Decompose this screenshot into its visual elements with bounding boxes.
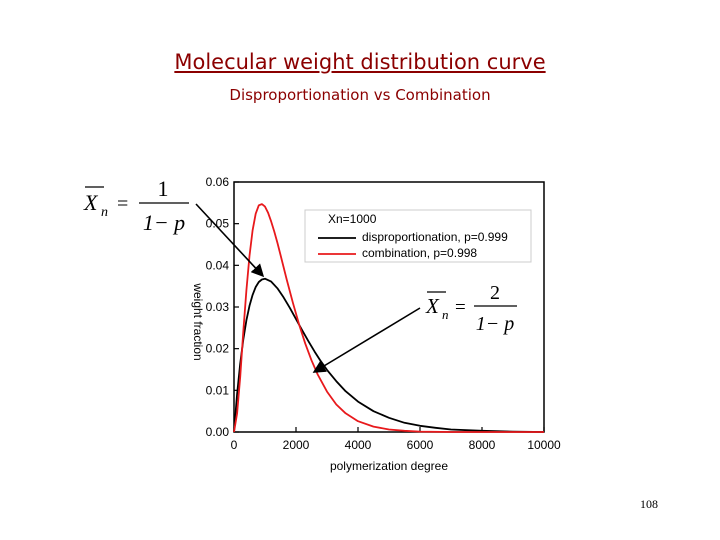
arrow-to-disproportionation-curve — [195, 203, 265, 278]
series-line-disproportionation — [233, 277, 545, 433]
legend: Xn=1000 disproportionation, p=0.999 comb… — [304, 209, 532, 263]
formula-numerator: 2 — [490, 282, 500, 304]
y-tick-label: 0.03 — [206, 300, 230, 314]
formula-equals: = — [455, 297, 466, 318]
x-axis-label: polymerization degree — [330, 459, 448, 473]
x-tick-label: 0 — [231, 438, 238, 452]
formula-equals: = — [117, 193, 128, 215]
formula-sub: n — [442, 307, 449, 322]
page-number: 108 — [640, 497, 658, 511]
slide-subtitle: Disproportionation vs Combination — [229, 86, 491, 104]
legend-label-combination: combination, p=0.998 — [362, 246, 477, 260]
formula-denominator: 1− p — [143, 210, 185, 235]
series-lines — [233, 203, 545, 433]
formula-numerator: 1 — [158, 176, 169, 201]
legend-label-disproportionation: disproportionation, p=0.999 — [362, 230, 508, 244]
formula-sub: n — [101, 205, 108, 220]
formula-combination: X n = 2 1− p — [425, 282, 517, 335]
x-tick-label: 6000 — [407, 438, 434, 452]
arrow-to-combination-curve — [312, 307, 421, 373]
formula-lhs: X — [425, 294, 440, 318]
y-axis-label: weight fraction — [191, 282, 205, 360]
slide-title: Molecular weight distribution curve — [174, 50, 546, 74]
x-tick-label: 8000 — [469, 438, 496, 452]
y-tick-label: 0.04 — [206, 258, 230, 272]
x-tick-label: 10000 — [527, 438, 561, 452]
legend-title: Xn=1000 — [328, 212, 377, 226]
y-tick-label: 0.00 — [206, 425, 230, 439]
x-tick-label: 2000 — [283, 438, 310, 452]
formula-denominator: 1− p — [476, 313, 515, 335]
y-tick-label: 0.06 — [206, 175, 230, 189]
formula-disproportionation: X n = 1 1− p — [83, 176, 189, 235]
axis-ticks: 0 2000 4000 6000 8000 10000 0.00 0.01 0.02 0.03 0.… — [206, 175, 561, 452]
x-tick-label: 4000 — [345, 438, 372, 452]
y-tick-label: 0.02 — [206, 342, 230, 356]
y-tick-label: 0.01 — [206, 383, 230, 397]
series-line-combination — [233, 203, 544, 433]
formula-lhs: X — [83, 190, 99, 215]
